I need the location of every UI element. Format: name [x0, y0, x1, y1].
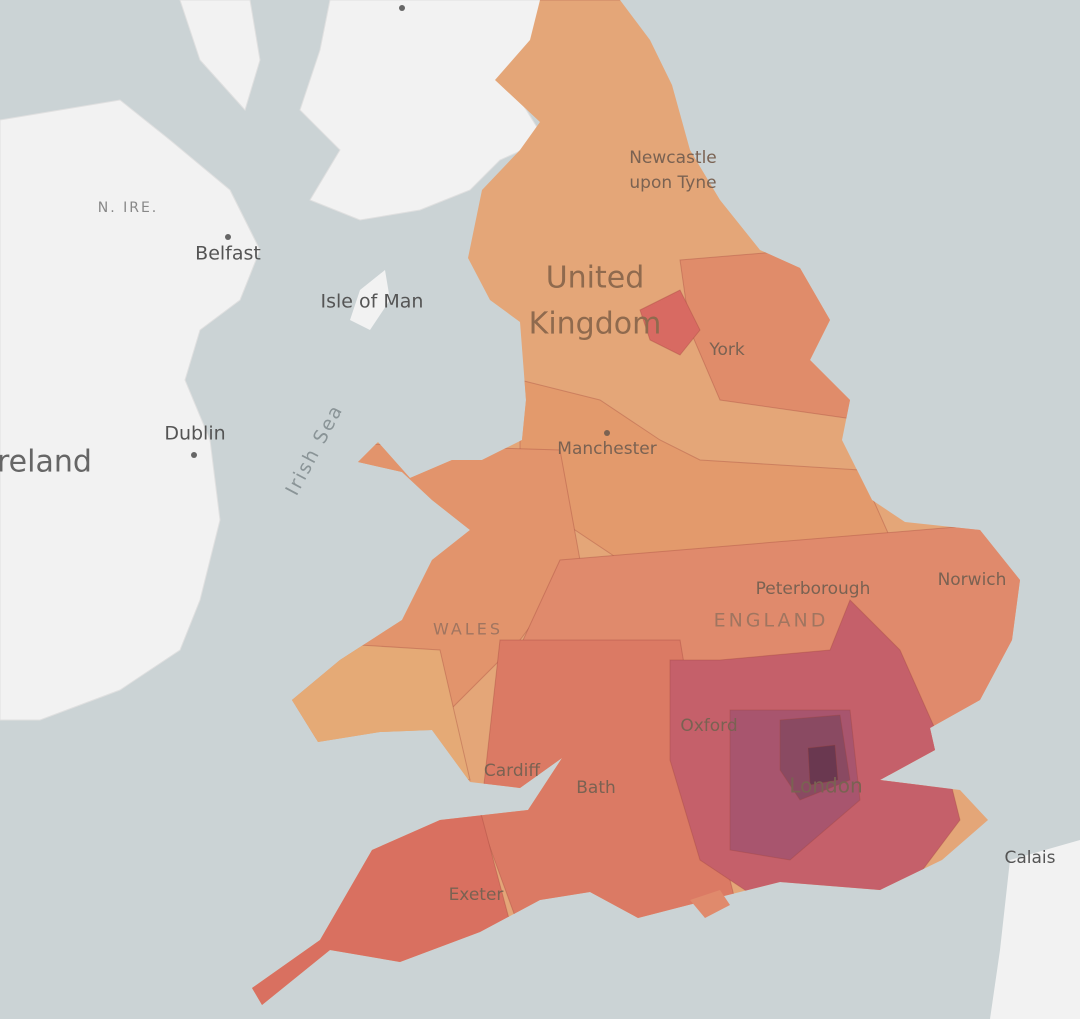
region-label: ENGLAND [714, 610, 829, 632]
city-label: Cardiff [484, 761, 541, 781]
country-label: Ireland [0, 445, 92, 480]
city-label: Manchester [557, 439, 656, 459]
city-label: Bath [576, 778, 616, 798]
france-land [990, 840, 1080, 1019]
city-dot [225, 234, 231, 240]
zone-central-london [807, 744, 839, 786]
region-label: N. IRE. [98, 200, 159, 216]
city-label: York [708, 340, 745, 360]
city-dot [399, 5, 405, 11]
place-label: Dublin [164, 423, 225, 445]
region-label: WALES [433, 620, 503, 639]
isle-of-man-land [350, 270, 390, 330]
city-label: Exeter [449, 885, 504, 905]
place-label: Calais [1004, 848, 1055, 868]
place-label: Belfast [195, 243, 261, 265]
ireland-land [0, 99, 261, 721]
city-label: Norwich [938, 570, 1007, 590]
zone-leeds [639, 289, 701, 356]
city-label: Newcastle [629, 148, 717, 168]
city-dot [191, 452, 197, 458]
city-label: Oxford [680, 716, 737, 736]
country-label: Kingdom [529, 307, 662, 342]
place-label: Isle of Man [321, 291, 424, 313]
city-label: upon Tyne [629, 173, 716, 193]
isle-of-wight [690, 890, 730, 918]
city-label: Peterborough [756, 579, 871, 599]
city-dot [604, 430, 610, 436]
city-label: London [789, 774, 862, 798]
country-label: United [546, 261, 645, 296]
